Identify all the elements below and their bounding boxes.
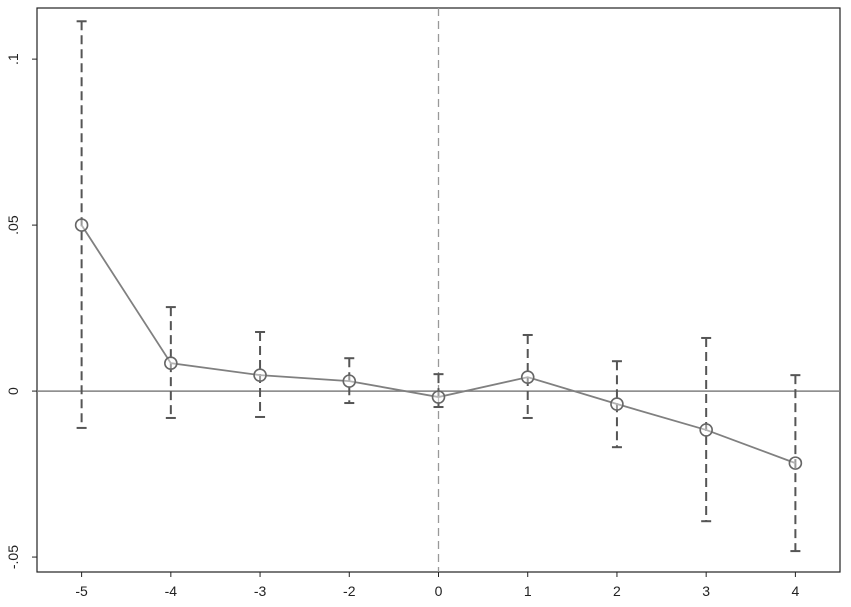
x-tick-label: 2 — [613, 583, 621, 599]
series-line — [80, 224, 796, 464]
x-tick-label: 0 — [435, 583, 443, 599]
point — [520, 370, 535, 384]
x-tick-label: -3 — [254, 583, 267, 599]
point — [342, 374, 357, 388]
x-tick-label: 4 — [791, 583, 799, 599]
point — [74, 218, 89, 232]
x-tick-label: -2 — [343, 583, 356, 599]
y-tick-label: .05 — [5, 215, 21, 235]
y-tick-label: 0 — [5, 387, 21, 395]
x-tick-label: 3 — [702, 583, 710, 599]
y-tick-label: -.05 — [5, 545, 21, 569]
y-tick-label: .1 — [5, 53, 21, 65]
point — [699, 423, 713, 437]
x-tick-label: -5 — [75, 583, 88, 599]
point — [253, 368, 267, 382]
point — [164, 356, 178, 370]
point — [788, 456, 803, 470]
x-tick-label: -4 — [165, 583, 178, 599]
x-tick-label: 1 — [524, 583, 532, 599]
point — [610, 397, 624, 411]
point — [431, 390, 446, 404]
